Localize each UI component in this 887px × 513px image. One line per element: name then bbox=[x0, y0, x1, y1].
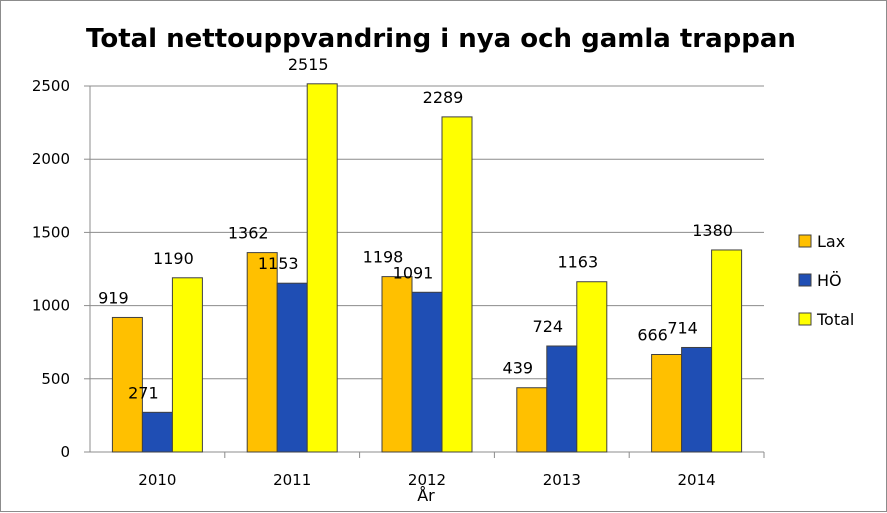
x-tick-label: 2011 bbox=[273, 471, 311, 489]
legend-swatch bbox=[798, 312, 812, 326]
bar-lax bbox=[246, 252, 278, 453]
data-label: 1362 bbox=[228, 224, 269, 243]
legend-label: HÖ bbox=[817, 271, 842, 290]
bar-hö bbox=[411, 291, 443, 453]
y-tick-label: 0 bbox=[60, 443, 70, 461]
bar-total bbox=[441, 116, 473, 453]
axes: 0 500 1000 1500 2000 2500 2010 2011 2012 2013 2014 bbox=[32, 77, 765, 489]
bar-total bbox=[576, 281, 608, 453]
bar-hö bbox=[276, 282, 308, 453]
data-label: 666 bbox=[637, 325, 668, 344]
bar-lax bbox=[111, 316, 143, 453]
y-tick-label: 500 bbox=[41, 370, 70, 388]
bar-lax bbox=[381, 276, 413, 453]
data-label: 1198 bbox=[363, 248, 404, 267]
legend-label: Lax bbox=[817, 232, 845, 251]
chart-title: Total nettouppvandring i nya och gamla t… bbox=[86, 24, 796, 54]
data-label: 271 bbox=[128, 383, 159, 402]
data-label: 724 bbox=[533, 317, 564, 336]
data-label: 919 bbox=[98, 288, 129, 307]
bars bbox=[111, 83, 743, 453]
data-label: 1163 bbox=[557, 253, 598, 272]
data-label: 1153 bbox=[258, 254, 299, 273]
x-axis-title: År bbox=[417, 486, 435, 505]
x-tick-label: 2010 bbox=[138, 471, 176, 489]
bar-total bbox=[171, 277, 203, 453]
data-label: 2515 bbox=[288, 55, 329, 74]
y-tick-label: 1000 bbox=[32, 297, 70, 315]
legend-swatch bbox=[798, 273, 812, 287]
bar-lax bbox=[651, 353, 683, 453]
data-label: 2289 bbox=[423, 88, 464, 107]
bar-hö bbox=[141, 411, 173, 453]
y-tick-label: 1500 bbox=[32, 223, 70, 241]
bar-total bbox=[711, 249, 743, 453]
y-tick-label: 2500 bbox=[32, 77, 70, 95]
data-label: 439 bbox=[503, 359, 534, 378]
x-tick-label: 2012 bbox=[408, 471, 446, 489]
bar-hö bbox=[681, 346, 713, 453]
bar-total bbox=[306, 83, 338, 453]
x-tick-label: 2013 bbox=[543, 471, 581, 489]
bar-hö bbox=[546, 345, 578, 453]
data-label: 714 bbox=[667, 318, 698, 337]
data-label: 1091 bbox=[393, 263, 434, 282]
y-tick-label: 2000 bbox=[32, 150, 70, 168]
bar-lax bbox=[516, 387, 548, 453]
legend: Lax HÖ Total bbox=[798, 232, 854, 329]
data-label: 1380 bbox=[692, 221, 733, 240]
legend-label: Total bbox=[816, 310, 854, 329]
legend-swatch bbox=[798, 234, 812, 248]
x-tick-label: 2014 bbox=[678, 471, 716, 489]
data-label: 1190 bbox=[153, 249, 194, 268]
